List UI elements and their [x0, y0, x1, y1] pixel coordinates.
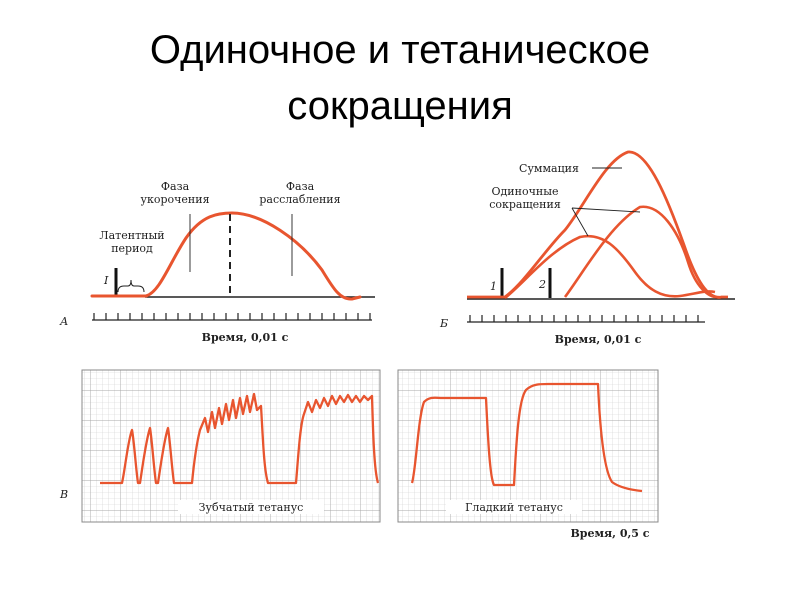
panel-b-letter: Б	[439, 317, 448, 330]
single-leader-1	[571, 207, 589, 237]
panel-c-time-label: Время, 0,5 с	[571, 527, 650, 540]
summation-curve	[467, 150, 728, 299]
single-leader-2	[571, 207, 641, 213]
single-label-2: сокращения	[489, 198, 561, 211]
phase-short-label-2: укорочения	[140, 193, 209, 206]
latent-label-1: Латентный	[99, 229, 164, 242]
latent-period-brace	[117, 279, 145, 293]
single-label-1: Одиночные	[492, 185, 559, 198]
smooth-label: Гладкий тетанус	[465, 501, 563, 514]
smooth-label-bg	[446, 500, 582, 514]
panel-b-ticks	[469, 315, 699, 322]
panel-a-time-label: Время, 0,01 с	[202, 331, 289, 344]
panel-b-stim1-label: 1	[490, 280, 497, 293]
panel-a-stimulus-label: I	[103, 274, 109, 287]
panel-a-letter: А	[59, 315, 68, 328]
slide-title: Одиночное и тетаническое сокращения	[0, 22, 800, 134]
smooth-grid	[397, 369, 659, 523]
phase-short-label-1: Фаза	[161, 180, 190, 193]
panel-b: 1 2 Суммация Одиночные сокращения Б Врем…	[439, 150, 735, 346]
serrated-tetanus-trace	[100, 392, 380, 485]
serrated-label-bg	[178, 500, 324, 514]
twitch-curve-1	[504, 234, 716, 300]
panel-b-stim2-label: 2	[538, 278, 546, 291]
twitch-curve-2	[563, 205, 723, 299]
phase-relax-label-1: Фаза	[286, 180, 315, 193]
title-line-2: сокращения	[287, 84, 513, 128]
panel-a-ticks	[93, 313, 371, 320]
latent-label-2: период	[111, 242, 153, 255]
serrated-label: Зубчатый тетанус	[199, 501, 304, 514]
phase-relax-label-2: расслабления	[259, 193, 340, 206]
panel-c: Зубчатый тетанус Гладкий тетанус В Время…	[59, 369, 659, 540]
twitch-curve	[90, 211, 362, 301]
serrated-grid	[81, 369, 381, 523]
smooth-tetanus-trace	[410, 382, 643, 493]
title-line-1: Одиночное и тетаническое	[149, 28, 651, 72]
panel-c-letter: В	[59, 488, 68, 501]
summation-label: Суммация	[519, 162, 579, 175]
panel-a: Фаза укорочения Фаза расслабления Латент…	[59, 180, 375, 344]
panel-b-time-label: Время, 0,01 с	[555, 333, 642, 346]
